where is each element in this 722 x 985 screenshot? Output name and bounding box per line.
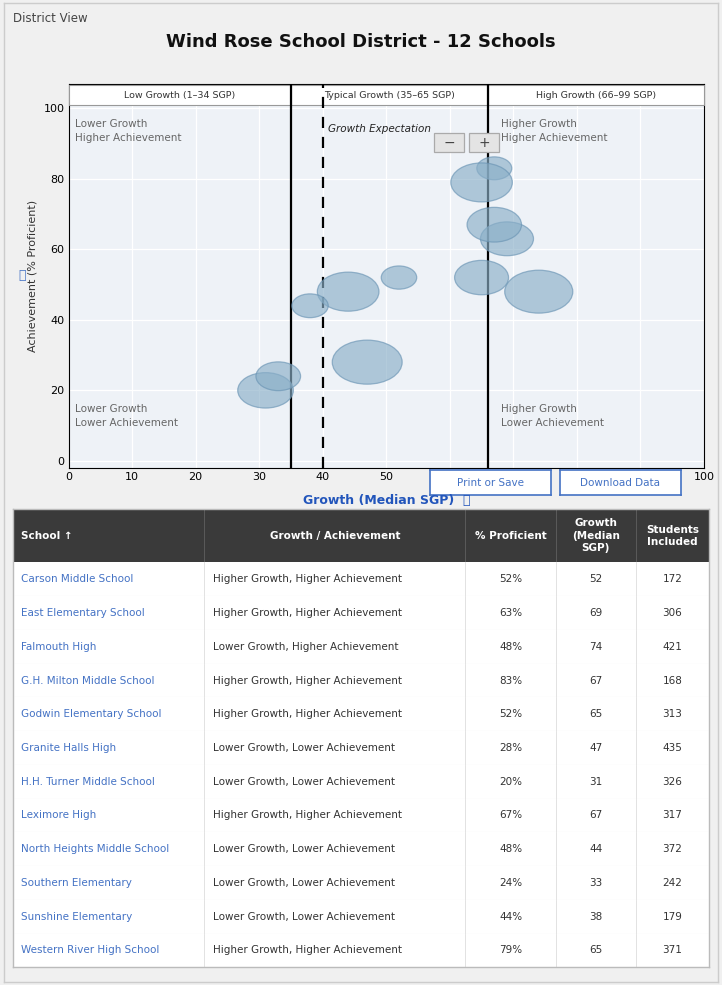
Text: Falmouth High: Falmouth High: [22, 642, 97, 652]
Text: Higher Growth
Higher Achievement: Higher Growth Higher Achievement: [500, 119, 607, 143]
Text: Lower Growth, Lower Achievement: Lower Growth, Lower Achievement: [213, 878, 395, 887]
Text: ⓘ: ⓘ: [18, 269, 25, 283]
Ellipse shape: [318, 272, 379, 311]
Text: 67%: 67%: [499, 811, 522, 821]
Bar: [69, 86, 291, 104]
Ellipse shape: [238, 372, 293, 408]
Text: Low Growth (1–34 SGP): Low Growth (1–34 SGP): [124, 91, 235, 99]
Text: 168: 168: [663, 676, 682, 686]
Ellipse shape: [451, 163, 513, 202]
Text: Higher Growth, Higher Achievement: Higher Growth, Higher Achievement: [213, 946, 401, 955]
Text: Wind Rose School District - 12 Schools: Wind Rose School District - 12 Schools: [166, 33, 556, 51]
Text: Leximore High: Leximore High: [22, 811, 97, 821]
Text: 172: 172: [663, 574, 682, 584]
Text: 31: 31: [589, 777, 603, 787]
Text: 67: 67: [589, 676, 603, 686]
Text: High Growth (66–99 SGP): High Growth (66–99 SGP): [536, 91, 656, 99]
Text: 372: 372: [663, 844, 682, 854]
Text: 74: 74: [589, 642, 603, 652]
Text: North Heights Middle School: North Heights Middle School: [22, 844, 170, 854]
Text: 63%: 63%: [499, 608, 522, 618]
Text: Higher Growth, Higher Achievement: Higher Growth, Higher Achievement: [213, 574, 401, 584]
Text: Print or Save: Print or Save: [457, 478, 523, 488]
Text: Higher Growth, Higher Achievement: Higher Growth, Higher Achievement: [213, 709, 401, 719]
Ellipse shape: [480, 222, 534, 256]
Ellipse shape: [477, 157, 512, 179]
Text: Higher Growth
Lower Achievement: Higher Growth Lower Achievement: [500, 405, 604, 428]
Text: Typical Growth (35–65 SGP): Typical Growth (35–65 SGP): [324, 91, 455, 99]
Ellipse shape: [505, 270, 573, 313]
Text: −: −: [443, 136, 455, 150]
Ellipse shape: [455, 260, 508, 295]
Text: 69: 69: [589, 608, 603, 618]
Y-axis label: Achievement (% Proficient): Achievement (% Proficient): [28, 200, 38, 352]
Text: 44%: 44%: [499, 912, 522, 922]
Ellipse shape: [256, 361, 300, 391]
Text: 179: 179: [663, 912, 682, 922]
Text: 435: 435: [663, 743, 682, 753]
Text: G.H. Milton Middle School: G.H. Milton Middle School: [22, 676, 155, 686]
Text: 24%: 24%: [499, 878, 522, 887]
Text: 44: 44: [589, 844, 603, 854]
Text: Lower Growth
Lower Achievement: Lower Growth Lower Achievement: [75, 405, 178, 428]
Text: Lower Growth, Lower Achievement: Lower Growth, Lower Achievement: [213, 777, 395, 787]
Text: Lower Growth, Higher Achievement: Lower Growth, Higher Achievement: [213, 642, 399, 652]
Text: 79%: 79%: [499, 946, 522, 955]
Text: 52%: 52%: [499, 709, 522, 719]
Text: Growth / Achievement: Growth / Achievement: [269, 531, 400, 541]
Text: Sunshine Elementary: Sunshine Elementary: [22, 912, 133, 922]
Ellipse shape: [381, 266, 417, 290]
Text: 326: 326: [663, 777, 682, 787]
Text: 67: 67: [589, 811, 603, 821]
Text: 52%: 52%: [499, 574, 522, 584]
Text: Growth (Median SGP)  ⓘ: Growth (Median SGP) ⓘ: [303, 493, 470, 507]
Text: 371: 371: [663, 946, 682, 955]
Text: Granite Halls High: Granite Halls High: [22, 743, 116, 753]
Text: Southern Elementary: Southern Elementary: [22, 878, 132, 887]
Text: 313: 313: [663, 709, 682, 719]
Text: +: +: [478, 136, 490, 150]
Text: Lower Growth, Lower Achievement: Lower Growth, Lower Achievement: [213, 743, 395, 753]
Text: Lower Growth, Lower Achievement: Lower Growth, Lower Achievement: [213, 912, 395, 922]
Text: 65: 65: [589, 946, 603, 955]
Text: 317: 317: [663, 811, 682, 821]
Text: Western River High School: Western River High School: [22, 946, 160, 955]
Text: 33: 33: [589, 878, 603, 887]
Ellipse shape: [332, 340, 402, 384]
FancyBboxPatch shape: [434, 133, 464, 153]
Text: Carson Middle School: Carson Middle School: [22, 574, 134, 584]
Text: Godwin Elementary School: Godwin Elementary School: [22, 709, 162, 719]
Text: 47: 47: [589, 743, 603, 753]
Text: Higher Growth, Higher Achievement: Higher Growth, Higher Achievement: [213, 811, 401, 821]
Text: Higher Growth, Higher Achievement: Higher Growth, Higher Achievement: [213, 676, 401, 686]
Text: Growth Expectation: Growth Expectation: [328, 124, 431, 134]
Text: 421: 421: [663, 642, 682, 652]
Text: Students
Included: Students Included: [646, 525, 699, 547]
Text: 20%: 20%: [499, 777, 522, 787]
Text: East Elementary School: East Elementary School: [22, 608, 145, 618]
Text: School ↑: School ↑: [22, 531, 73, 541]
Text: 65: 65: [589, 709, 603, 719]
Text: Higher Growth, Higher Achievement: Higher Growth, Higher Achievement: [213, 608, 401, 618]
Text: H.H. Turner Middle School: H.H. Turner Middle School: [22, 777, 155, 787]
Text: % Proficient: % Proficient: [475, 531, 547, 541]
Text: 242: 242: [663, 878, 682, 887]
Text: District View: District View: [13, 12, 87, 25]
Ellipse shape: [292, 294, 329, 317]
Text: 52: 52: [589, 574, 603, 584]
Bar: [291, 86, 488, 104]
Text: 48%: 48%: [499, 642, 522, 652]
Text: 83%: 83%: [499, 676, 522, 686]
FancyBboxPatch shape: [469, 133, 500, 153]
Text: 48%: 48%: [499, 844, 522, 854]
Text: Lower Growth
Higher Achievement: Lower Growth Higher Achievement: [75, 119, 181, 143]
Text: 28%: 28%: [499, 743, 522, 753]
Bar: [488, 86, 704, 104]
Ellipse shape: [467, 208, 521, 242]
Text: Growth
(Median
SGP): Growth (Median SGP): [572, 518, 620, 554]
Text: Download Data: Download Data: [580, 478, 660, 488]
Text: Lower Growth, Lower Achievement: Lower Growth, Lower Achievement: [213, 844, 395, 854]
Text: 38: 38: [589, 912, 603, 922]
Text: 306: 306: [663, 608, 682, 618]
